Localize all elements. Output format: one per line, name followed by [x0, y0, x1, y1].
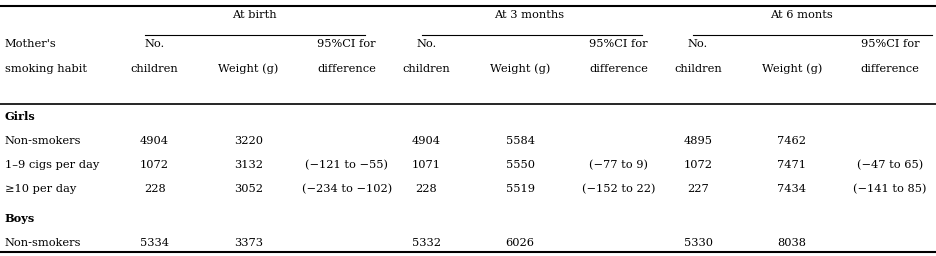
- Text: difference: difference: [317, 64, 375, 74]
- Text: smoking habit: smoking habit: [5, 64, 87, 74]
- Text: 95%CI for: 95%CI for: [317, 38, 375, 49]
- Text: 3373: 3373: [234, 238, 262, 248]
- Text: 3220: 3220: [234, 136, 262, 146]
- Text: (−234 to −102): (−234 to −102): [301, 184, 391, 195]
- Text: 8038: 8038: [777, 238, 805, 248]
- Text: 5334: 5334: [140, 238, 168, 248]
- Text: Weight (g): Weight (g): [218, 64, 278, 74]
- Text: At birth: At birth: [232, 10, 277, 20]
- Text: No.: No.: [687, 38, 708, 49]
- Text: 3132: 3132: [234, 160, 262, 170]
- Text: 5550: 5550: [505, 160, 534, 170]
- Text: 3052: 3052: [234, 184, 262, 195]
- Text: difference: difference: [860, 64, 918, 74]
- Text: 5330: 5330: [683, 238, 711, 248]
- Text: 1071: 1071: [412, 160, 440, 170]
- Text: 4904: 4904: [412, 136, 440, 146]
- Text: 1072: 1072: [683, 160, 711, 170]
- Text: Non-smokers: Non-smokers: [5, 238, 81, 248]
- Text: (−121 to −55): (−121 to −55): [305, 160, 388, 170]
- Text: Boys: Boys: [5, 214, 35, 224]
- Text: 95%CI for: 95%CI for: [589, 38, 647, 49]
- Text: At 3 months: At 3 months: [494, 10, 563, 20]
- Text: 1–9 cigs per day: 1–9 cigs per day: [5, 160, 99, 170]
- Text: (−141 to 85): (−141 to 85): [853, 184, 926, 195]
- Text: No.: No.: [144, 38, 165, 49]
- Text: 227: 227: [686, 184, 709, 195]
- Text: (−152 to 22): (−152 to 22): [581, 184, 654, 195]
- Text: 1072: 1072: [140, 160, 168, 170]
- Text: 5332: 5332: [412, 238, 440, 248]
- Text: 4895: 4895: [683, 136, 711, 146]
- Text: Mother's: Mother's: [5, 38, 56, 49]
- Text: 228: 228: [415, 184, 437, 195]
- Text: (−47 to 65): (−47 to 65): [856, 160, 922, 170]
- Text: children: children: [402, 64, 449, 74]
- Text: 7434: 7434: [777, 184, 805, 195]
- Text: 4904: 4904: [140, 136, 168, 146]
- Text: Weight (g): Weight (g): [490, 64, 549, 74]
- Text: children: children: [674, 64, 721, 74]
- Text: ≥10 per day: ≥10 per day: [5, 184, 76, 195]
- Text: Weight (g): Weight (g): [761, 64, 821, 74]
- Text: 95%CI for: 95%CI for: [860, 38, 918, 49]
- Text: 5584: 5584: [505, 136, 534, 146]
- Text: Non-smokers: Non-smokers: [5, 136, 81, 146]
- Text: 7471: 7471: [777, 160, 805, 170]
- Text: 5519: 5519: [505, 184, 534, 195]
- Text: At 6 monts: At 6 monts: [769, 10, 831, 20]
- Text: (−77 to 9): (−77 to 9): [589, 160, 647, 170]
- Text: 7462: 7462: [777, 136, 805, 146]
- Text: difference: difference: [589, 64, 647, 74]
- Text: No.: No.: [416, 38, 436, 49]
- Text: children: children: [131, 64, 178, 74]
- Text: Girls: Girls: [5, 111, 36, 122]
- Text: 6026: 6026: [505, 238, 534, 248]
- Text: 228: 228: [143, 184, 166, 195]
